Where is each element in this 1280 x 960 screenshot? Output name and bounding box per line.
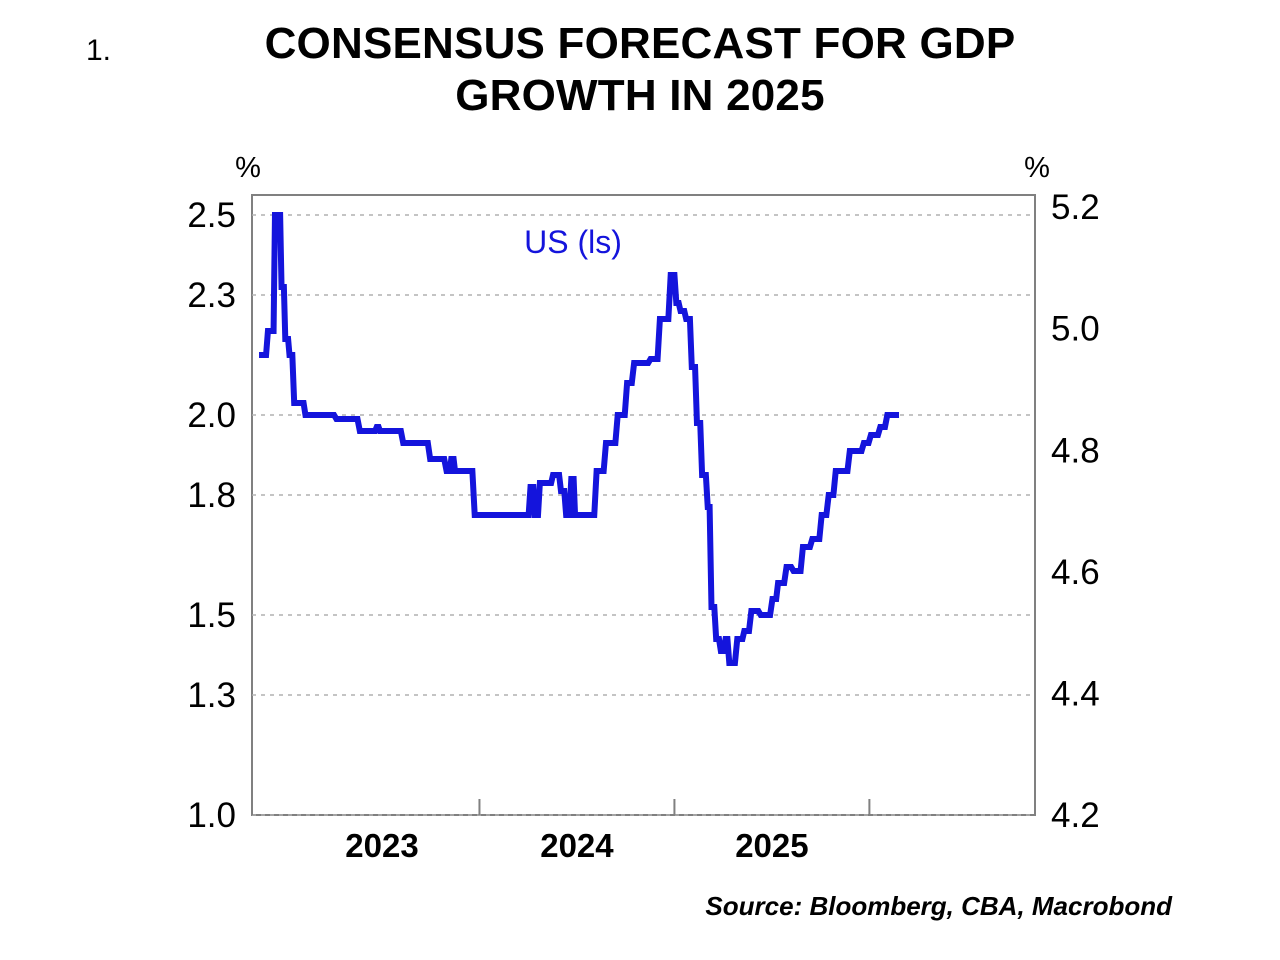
page-title: CONSENSUS FORECAST FOR GDP GROWTH IN 202…	[0, 18, 1280, 122]
y-axis-left-tick-0: 2.5	[187, 196, 236, 235]
y-axis-left-tick-4: 1.5	[187, 596, 236, 635]
y-axis-right-tick-1: 5.0	[1051, 310, 1100, 349]
y-axis-left-unit: %	[235, 152, 261, 184]
y-axis-right-tick-3: 4.6	[1051, 553, 1100, 592]
series-line-0-0	[259, 212, 900, 666]
source-note: Source: Bloomberg, CBA, Macrobond	[705, 891, 1172, 921]
x-axis-tick-label-0: 2023	[345, 827, 418, 864]
page-title-line-2: GROWTH IN 2025	[455, 71, 825, 120]
page-title-line-1: CONSENSUS FORECAST FOR GDP	[264, 19, 1016, 68]
y-axis-left-tick-6: 1.0	[187, 796, 236, 835]
y-axis-left-tick-2: 2.0	[187, 396, 236, 435]
y-axis-right-unit: %	[1024, 152, 1050, 184]
x-axis-tick-label-2: 2025	[735, 827, 808, 864]
series-us	[259, 212, 900, 666]
y-axis-right-tick-5: 4.2	[1051, 796, 1100, 835]
y-axis-left-tick-1: 2.3	[187, 276, 236, 315]
y-axis-left-tick-5: 1.3	[187, 676, 236, 715]
plot-frame	[251, 194, 1036, 816]
slide-number: 1.	[86, 34, 112, 67]
y-axis-right-tick-4: 4.4	[1051, 674, 1100, 713]
y-axis-right-tick-0: 5.2	[1051, 188, 1100, 227]
y-axis-left-tick-3: 1.8	[187, 476, 236, 515]
x-axis-tick-label-1: 2024	[540, 827, 614, 864]
y-axis-right-tick-2: 4.8	[1051, 431, 1100, 470]
series-label-us: US (ls)	[524, 224, 622, 260]
